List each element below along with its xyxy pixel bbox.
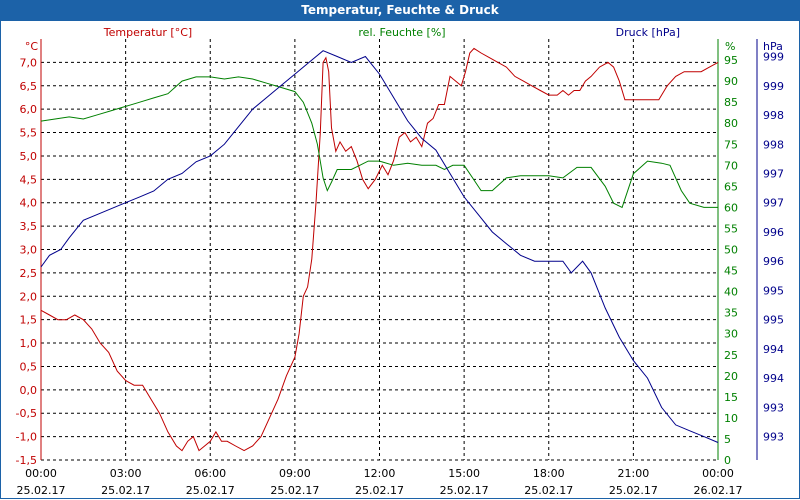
humidity-tick-label: 50 (724, 244, 738, 257)
x-tick-date-label: 25.02.17 (609, 484, 658, 497)
humidity-tick-label: 30 (724, 328, 738, 341)
humidity-unit-label: % (725, 40, 735, 53)
chart-title: Temperatur, Feuchte & Druck (0, 0, 800, 21)
x-tick-date-label: 25.02.17 (524, 484, 573, 497)
x-tick-date-label: 25.02.17 (101, 484, 150, 497)
humidity-tick-label: 55 (724, 222, 738, 235)
pressure-series-line (40, 50, 719, 443)
humidity-tick-label: 35 (724, 307, 738, 320)
temperature-tick-label: 7,0 (20, 56, 38, 69)
x-tick-time-label: 03:00 (110, 467, 142, 480)
humidity-tick-label: 75 (724, 138, 738, 151)
x-tick-time-label: 18:00 (533, 467, 565, 480)
pressure-unit-label: hPa (763, 40, 783, 53)
humidity-tick-label: 70 (724, 159, 738, 172)
x-tick-time-label: 15:00 (448, 467, 480, 480)
humidity-tick-label: 10 (724, 412, 738, 425)
humidity-tick-label: 25 (724, 349, 738, 362)
pressure-tick-label: 995 (763, 284, 784, 297)
humidity-tick-label: 20 (724, 370, 738, 383)
humidity-tick-label: 45 (724, 265, 738, 278)
x-tick-time-label: 09:00 (279, 467, 311, 480)
humidity-axis-label: rel. Feuchte [%] (358, 26, 445, 39)
temperature-tick-label: 1,0 (20, 337, 38, 350)
x-tick-date-label: 25.02.17 (186, 484, 235, 497)
pressure-tick-label: 996 (763, 255, 784, 268)
pressure-tick-label: 997 (763, 197, 784, 210)
pressure-tick-label: 999 (763, 51, 784, 64)
temperature-tick-label: 6,0 (20, 103, 38, 116)
temperature-tick-label: 0,5 (20, 360, 38, 373)
humidity-tick-label: 40 (724, 286, 738, 299)
temperature-tick-label: -1,0 (16, 431, 37, 444)
temperature-tick-label: 1,5 (20, 314, 38, 327)
pressure-tick-label: 998 (763, 109, 784, 122)
temperature-tick-label: 4,5 (20, 173, 38, 186)
pressure-tick-label: 999 (763, 80, 784, 93)
temperature-axis-label: Temperatur [°C] (103, 26, 192, 39)
temperature-tick-label: 5,5 (20, 127, 38, 140)
humidity-series-line (40, 76, 718, 209)
temperature-tick-label: 6,5 (20, 80, 38, 93)
humidity-tick-label: 60 (724, 201, 738, 214)
pressure-tick-label: 996 (763, 226, 784, 239)
temperature-tick-label: 2,5 (20, 267, 38, 280)
temperature-tick-label: 4,0 (20, 197, 38, 210)
x-tick-date-label: 25.02.17 (17, 484, 66, 497)
x-tick-date-label: 25.02.17 (440, 484, 489, 497)
temperature-unit-label: °C (25, 40, 39, 53)
x-tick-date-label: 25.02.17 (355, 484, 404, 497)
pressure-tick-label: 994 (763, 343, 784, 356)
temperature-tick-label: 2,0 (20, 290, 38, 303)
pressure-tick-label: 994 (763, 372, 784, 385)
temperature-tick-label: 0,0 (20, 384, 38, 397)
humidity-tick-label: 0 (724, 454, 731, 467)
temperature-tick-label: -0,5 (16, 407, 37, 420)
humidity-tick-label: 85 (724, 96, 738, 109)
pressure-tick-label: 998 (763, 138, 784, 151)
temperature-tick-label: -1,5 (16, 454, 37, 467)
pressure-tick-label: 997 (763, 167, 784, 180)
x-tick-time-label: 21:00 (618, 467, 650, 480)
x-tick-date-label: 26.02.17 (694, 484, 743, 497)
pressure-tick-label: 993 (763, 401, 784, 414)
humidity-tick-label: 15 (724, 391, 738, 404)
pressure-axis-label: Druck [hPa] (616, 26, 680, 39)
humidity-tick-label: 80 (724, 117, 738, 130)
temperature-tick-label: 3,5 (20, 220, 38, 233)
x-tick-time-label: 12:00 (364, 467, 396, 480)
x-tick-time-label: 00:00 (25, 467, 57, 480)
humidity-tick-label: 5 (724, 433, 731, 446)
humidity-tick-label: 65 (724, 180, 738, 193)
temperature-series-line (40, 47, 719, 452)
x-tick-date-label: 25.02.17 (270, 484, 319, 497)
humidity-tick-label: 95 (724, 54, 738, 67)
pressure-tick-label: 995 (763, 314, 784, 327)
humidity-tick-label: 90 (724, 75, 738, 88)
temperature-tick-label: 5,0 (20, 150, 38, 163)
x-tick-time-label: 00:00 (702, 467, 734, 480)
temperature-tick-label: 3,0 (20, 244, 38, 257)
x-tick-time-label: 06:00 (194, 467, 226, 480)
pressure-tick-label: 993 (763, 431, 784, 444)
